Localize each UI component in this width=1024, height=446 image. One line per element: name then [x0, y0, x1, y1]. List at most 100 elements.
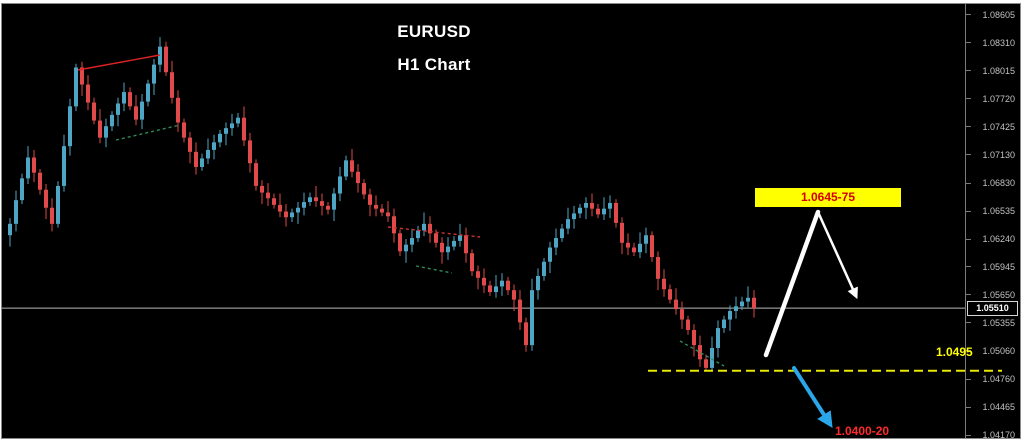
candle-body	[566, 219, 570, 229]
candle-body	[290, 212, 294, 218]
candle-body	[722, 319, 726, 329]
candle-body	[8, 223, 12, 236]
candle-body	[482, 277, 486, 286]
trendline[interactable]	[115, 124, 181, 141]
price-tick-mark	[966, 42, 971, 43]
resistance-zone-label[interactable]: 1.0645-75	[755, 188, 901, 207]
price-chart-canvas[interactable]	[2, 4, 1020, 438]
price-tick-label: 1.04170	[982, 430, 1015, 441]
price-tick-mark	[966, 14, 971, 15]
candle-body	[536, 275, 540, 291]
price-tick-mark	[966, 350, 971, 351]
price-tick-mark	[966, 407, 971, 408]
candle-body	[314, 197, 318, 202]
candle-body	[590, 202, 594, 209]
candle-body	[422, 223, 426, 231]
candle-body	[410, 238, 414, 245]
candle-body	[662, 278, 666, 290]
candle-body	[398, 233, 402, 252]
candle-body	[674, 299, 678, 310]
candle-body	[548, 247, 552, 262]
candle-body	[614, 202, 618, 223]
candle-body	[182, 122, 186, 138]
candle-body	[356, 171, 360, 184]
candle-body	[668, 289, 672, 300]
candle-body	[638, 243, 642, 253]
price-tick-label: 1.07425	[982, 121, 1015, 132]
candle-body	[716, 328, 720, 348]
breakdown-arrow[interactable]	[792, 366, 833, 429]
target-price-label[interactable]: 1.0400-20	[835, 424, 890, 438]
candle-body	[110, 114, 114, 127]
candle-body	[374, 204, 378, 209]
candle-body	[392, 216, 396, 234]
candle-body	[98, 120, 102, 138]
candle-body	[524, 322, 528, 346]
candle-body	[362, 183, 366, 195]
candle-body	[68, 106, 72, 147]
candle-body	[752, 297, 756, 309]
trendline[interactable]	[679, 340, 725, 367]
candle-body	[434, 233, 438, 243]
projection-arrow-down-segment[interactable]	[816, 211, 858, 300]
price-tick-mark	[966, 70, 971, 71]
candle-body	[728, 311, 732, 320]
candle-body	[122, 92, 126, 104]
candle-body	[404, 244, 408, 252]
candle-body	[344, 160, 348, 177]
candle-body	[740, 301, 744, 307]
candle-body	[278, 204, 282, 212]
candle-body	[560, 228, 564, 239]
candle-body	[680, 309, 684, 320]
candle-body	[92, 102, 96, 121]
candle-body	[476, 271, 480, 278]
candle-body	[248, 140, 252, 164]
price-tick-label: 1.05060	[982, 345, 1015, 356]
candle-body	[188, 137, 192, 152]
price-tick-label: 1.07720	[982, 93, 1015, 104]
candle-body	[368, 194, 372, 205]
timeframe-title: H1 Chart	[397, 55, 471, 74]
candle-body	[44, 189, 48, 208]
candle-body	[746, 297, 750, 302]
price-tick-mark	[966, 126, 971, 127]
candle-body	[338, 176, 342, 194]
support-price-label[interactable]: 1.0495	[936, 345, 973, 359]
candle-body	[74, 67, 78, 107]
price-tick-label: 1.05650	[982, 289, 1015, 300]
price-tick-mark	[966, 98, 971, 99]
candle-body	[224, 128, 228, 134]
price-tick-label: 1.06240	[982, 234, 1015, 244]
candle-body	[56, 185, 60, 224]
candle-body	[236, 117, 240, 124]
candle-body	[326, 205, 330, 210]
candle-body	[494, 286, 498, 293]
candle-body	[446, 246, 450, 253]
candle-body	[512, 290, 516, 300]
candle-body	[656, 257, 660, 279]
candle-body	[20, 178, 24, 201]
candle-body	[452, 240, 456, 247]
candle-body	[710, 347, 714, 368]
projection-arrow-up-segment[interactable]	[763, 209, 821, 358]
price-tick-label: 1.07130	[982, 149, 1015, 160]
price-axis[interactable]: 1.05510 1.08605 1.08310 1.08015 1.07720 1.07…	[965, 4, 1020, 441]
candle-body	[26, 157, 30, 179]
candle-body	[308, 197, 312, 203]
candle-body	[266, 192, 270, 199]
candle-body	[170, 72, 174, 98]
candle-body	[242, 117, 246, 141]
price-tick-label: 1.04760	[982, 374, 1015, 385]
trendline[interactable]	[77, 54, 161, 71]
candle-body	[626, 242, 630, 248]
candle-body	[500, 280, 504, 287]
candle-body	[692, 329, 696, 346]
candle-body	[296, 207, 300, 213]
candle-body	[734, 306, 738, 312]
candle-body	[620, 222, 624, 243]
price-tick-mark	[966, 379, 971, 380]
candle-body	[554, 238, 558, 248]
trendline[interactable]	[415, 265, 453, 274]
candle-body	[32, 157, 36, 173]
candle-body	[116, 103, 120, 115]
